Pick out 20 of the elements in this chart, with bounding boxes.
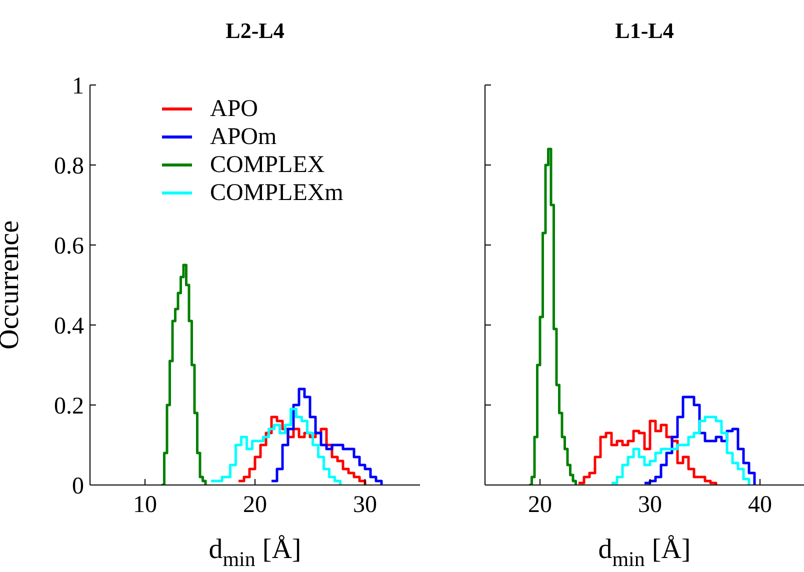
x-tick-label: 40 [748,492,772,518]
legend-label: APO [210,95,258,123]
y-tick-label: 1 [72,74,84,100]
chart-title: L1-L4 [614,18,675,44]
legend-label: COMPLEXm [210,179,344,207]
x-tick-label: 10 [133,492,157,518]
x-tick-label: 20 [528,492,552,518]
y-tick-label: 0.8 [54,154,84,180]
chart-title: L2-L4 [224,18,286,44]
y-tick-label: 0 [72,474,84,500]
legend-label: APOm [210,123,277,151]
x-axis-title: d$_{min}$ [Å] [208,534,302,572]
y-tick-label: 0.4 [54,314,84,340]
x-tick-label: 20 [243,492,267,518]
y-tick-label: 0.6 [54,234,84,260]
y-tick-label: 0.2 [54,394,84,420]
x-axis-title: d$_{min}$ [Å] [598,534,691,572]
legend-label: COMPLEX [210,151,325,179]
x-tick-label: 30 [353,492,377,518]
x-tick-label: 30 [638,492,662,518]
